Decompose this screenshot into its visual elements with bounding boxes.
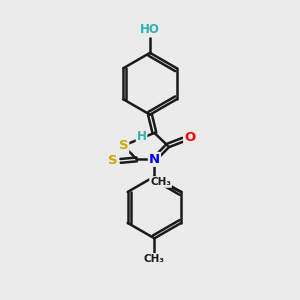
Text: S: S [119,139,128,152]
Text: H: H [136,130,146,142]
Text: CH₃: CH₃ [150,177,171,187]
Text: O: O [184,131,195,144]
Text: N: N [149,153,160,166]
Text: HO: HO [140,23,160,36]
Text: CH₃: CH₃ [144,254,165,264]
Text: S: S [108,154,118,167]
